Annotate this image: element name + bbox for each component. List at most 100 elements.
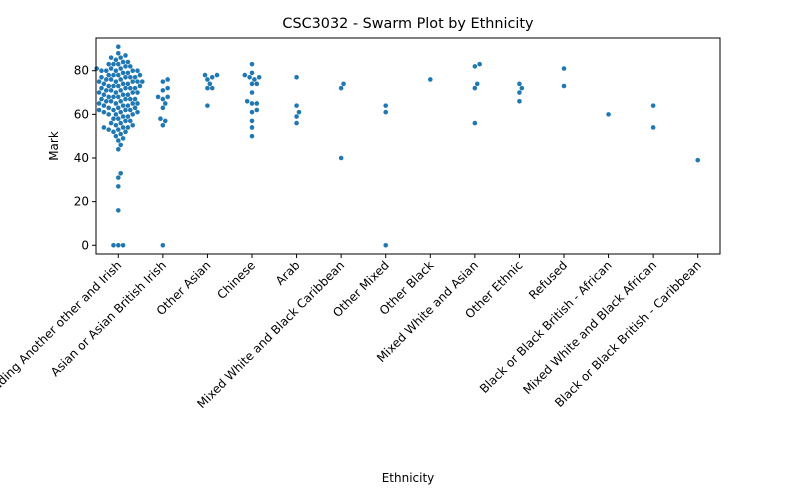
data-point — [111, 61, 116, 67]
data-point — [125, 81, 131, 87]
data-point — [106, 112, 111, 117]
data-point — [118, 142, 123, 148]
data-point — [118, 109, 123, 115]
data-point — [209, 85, 215, 91]
data-point — [103, 77, 109, 82]
data-point — [106, 83, 111, 89]
data-point — [118, 55, 123, 60]
data-point — [383, 103, 389, 108]
data-point — [517, 81, 522, 87]
data-point — [517, 90, 522, 95]
data-point — [94, 66, 99, 71]
data-point — [130, 101, 135, 106]
data-point — [106, 61, 111, 67]
data-point — [249, 133, 255, 139]
data-point — [294, 114, 299, 119]
data-point — [115, 116, 121, 122]
data-point — [132, 105, 138, 111]
data-point — [120, 81, 126, 87]
x-axis-label: Ethnicity — [382, 471, 435, 485]
data-point — [123, 129, 128, 135]
data-point — [96, 101, 102, 106]
data-point — [108, 98, 114, 104]
data-point — [338, 155, 344, 161]
data-point — [115, 50, 121, 56]
data-point — [160, 122, 166, 128]
data-point — [249, 61, 255, 67]
data-point — [132, 74, 138, 80]
y-tick-label: 80 — [74, 64, 89, 78]
data-point — [111, 116, 116, 122]
data-point — [115, 184, 121, 189]
data-point — [127, 74, 133, 80]
data-point — [561, 66, 567, 71]
data-point — [123, 107, 128, 113]
data-point — [111, 72, 116, 78]
data-point — [99, 96, 104, 102]
data-points-layer — [94, 44, 701, 248]
data-point — [108, 55, 114, 60]
data-point — [101, 109, 107, 115]
data-point — [108, 77, 114, 82]
data-point — [113, 112, 119, 117]
data-point — [242, 72, 248, 78]
data-point — [111, 83, 116, 89]
data-point — [111, 94, 116, 100]
data-point — [127, 85, 133, 91]
data-point — [106, 94, 111, 100]
data-point — [249, 70, 255, 76]
data-point — [120, 136, 126, 141]
data-point — [113, 57, 119, 63]
data-point — [519, 85, 525, 91]
data-point — [256, 74, 262, 80]
data-point — [650, 103, 656, 108]
data-point — [160, 79, 166, 84]
data-point — [214, 72, 220, 78]
data-point — [96, 79, 102, 84]
data-point — [477, 61, 482, 67]
data-point — [209, 74, 215, 80]
data-point — [130, 122, 135, 128]
data-point — [118, 77, 123, 82]
data-point — [472, 120, 478, 126]
data-point — [338, 85, 344, 91]
data-point — [115, 94, 121, 100]
data-point — [108, 120, 114, 126]
data-point — [120, 59, 126, 65]
data-point — [115, 44, 121, 50]
data-point — [158, 116, 163, 122]
data-point — [294, 74, 299, 80]
data-point — [99, 85, 104, 91]
data-point — [127, 64, 133, 69]
data-point — [472, 64, 478, 69]
data-point — [125, 125, 131, 130]
y-tick-label: 60 — [74, 107, 89, 121]
data-point — [120, 125, 126, 130]
data-point — [115, 72, 121, 78]
data-point — [101, 125, 107, 130]
data-point — [427, 77, 433, 82]
data-point — [474, 81, 480, 87]
data-point — [294, 103, 299, 108]
data-point — [101, 92, 107, 98]
data-point — [294, 120, 299, 126]
data-point — [165, 94, 170, 100]
data-point — [132, 96, 138, 102]
data-point — [125, 59, 131, 65]
data-point — [120, 242, 126, 248]
data-point — [96, 107, 102, 113]
data-point — [205, 77, 210, 82]
data-point — [162, 118, 168, 124]
data-point — [115, 61, 121, 67]
data-point — [115, 208, 121, 213]
data-point — [108, 88, 114, 93]
data-point — [139, 79, 145, 84]
data-point — [125, 114, 131, 119]
data-point — [125, 70, 131, 76]
axes-frame — [95, 37, 721, 255]
data-point — [132, 85, 138, 91]
data-point — [115, 138, 121, 143]
data-point — [115, 83, 121, 89]
data-point — [130, 112, 135, 117]
